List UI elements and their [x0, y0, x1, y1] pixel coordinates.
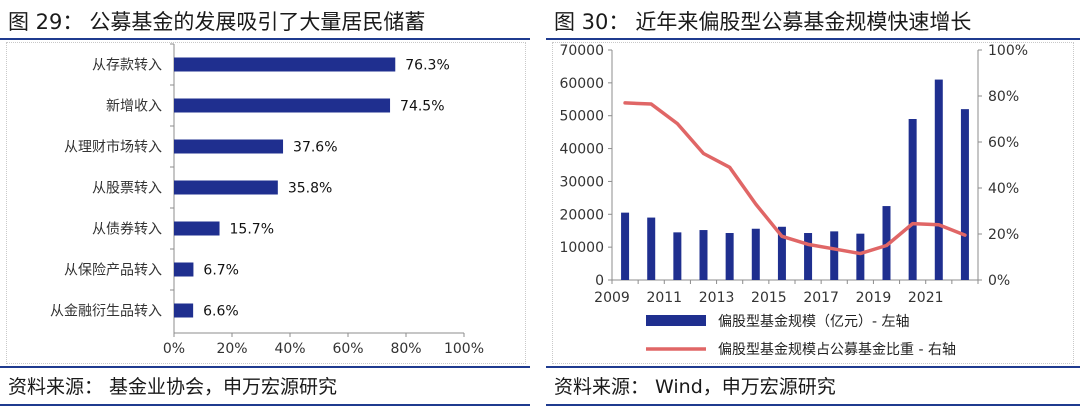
right-x-tick-label: 2021	[908, 290, 944, 306]
right-chart-frame	[552, 42, 1074, 364]
left-source-text: 基金业协会，申万宏源研究	[109, 376, 338, 398]
left-category-label: 从股票转入	[92, 181, 162, 197]
right-x-tick-label: 2017	[803, 290, 839, 306]
left-bar	[174, 139, 284, 154]
left-source: 资料来源： 基金业协会，申万宏源研究	[8, 372, 343, 399]
right-legend-line-label: 偏股型基金规模占公募基金比重 - 右轴	[718, 341, 956, 358]
right-right-y-tick-label: 80%	[988, 89, 1019, 105]
left-source-rule-bottom	[0, 404, 530, 406]
left-category-label: 从存款转入	[92, 58, 162, 74]
right-left-y-tick-label: 0	[595, 273, 604, 289]
right-source-label: 资料来源：	[554, 376, 650, 398]
right-left-y-tick-label: 70000	[559, 43, 604, 59]
right-source-text: Wind，申万宏源研究	[655, 376, 836, 398]
left-source-label: 资料来源：	[8, 376, 104, 398]
left-bar	[174, 57, 396, 72]
right-right-y-tick-label: 0%	[988, 273, 1010, 289]
right-left-y-tick-label: 20000	[559, 207, 604, 223]
right-figure-title: 图 30： 近年来偏股型公募基金规模快速增长	[554, 6, 977, 36]
left-category-label: 新增收入	[106, 99, 162, 115]
left-data-label: 15.7%	[230, 222, 274, 238]
left-x-tick-label: 60%	[332, 341, 363, 357]
right-x-tick-label: 2019	[856, 290, 892, 306]
left-bar	[174, 303, 194, 318]
right-bar	[804, 233, 813, 280]
right-bar	[856, 233, 865, 280]
right-figure-panel: 图 30： 近年来偏股型公募基金规模快速增长 0 10000 20000 30000 40…	[546, 0, 1080, 412]
left-figure-title-text: 公募基金的发展吸引了大量居民储蓄	[89, 10, 426, 34]
left-x-tick-label: 80%	[390, 341, 421, 357]
left-category-label: 从债券转入	[92, 222, 162, 238]
right-left-y-tick-label: 50000	[559, 109, 604, 125]
left-data-label: 74.5%	[400, 99, 444, 115]
right-bar	[725, 233, 734, 280]
right-right-y-tick-label: 40%	[988, 181, 1019, 197]
right-figure-title-text: 近年来偏股型公募基金规模快速增长	[635, 10, 972, 34]
right-title-rule	[546, 38, 1080, 40]
left-chart-frame	[6, 42, 526, 364]
left-figure-number: 图 29：	[8, 10, 84, 34]
right-figure-number: 图 30：	[554, 10, 630, 34]
right-bar	[777, 226, 786, 280]
left-figure-panel: 图 29： 公募基金的发展吸引了大量居民储蓄 从存款转入 76.3% 新增收入 74.5…	[0, 0, 530, 412]
left-bar	[174, 262, 194, 277]
right-bar	[934, 79, 943, 280]
right-left-y-tick-label: 60000	[559, 76, 604, 92]
left-x-tick-label: 40%	[274, 341, 305, 357]
left-data-label: 35.8%	[288, 181, 332, 197]
right-x-tick-label: 2015	[751, 290, 787, 306]
right-legend-bar-label: 偏股型基金规模（亿元）- 左轴	[718, 313, 910, 330]
left-bar	[174, 221, 220, 236]
left-category-label: 从金融衍生品转入	[50, 304, 162, 320]
left-data-label: 76.3%	[405, 58, 449, 74]
right-bar	[960, 109, 969, 281]
left-bar	[174, 180, 278, 195]
left-title-rule	[0, 38, 530, 40]
left-category-label: 从保险产品转入	[64, 263, 162, 279]
right-bar	[699, 230, 708, 280]
left-x-tick-label: 0%	[163, 341, 185, 357]
right-bar	[647, 217, 656, 280]
left-x-tick-label: 100%	[444, 341, 484, 357]
left-figure-title: 图 29： 公募基金的发展吸引了大量居民储蓄	[8, 6, 431, 36]
left-data-label: 6.7%	[203, 263, 239, 279]
right-source: 资料来源： Wind，申万宏源研究	[554, 372, 842, 399]
right-share-line	[623, 101, 967, 256]
right-source-rule-top	[546, 366, 1080, 368]
right-left-y-tick-label: 10000	[559, 240, 604, 256]
left-category-label: 从理财市场转入	[64, 139, 162, 156]
right-source-rule-bottom	[546, 404, 1080, 406]
left-data-label: 37.6%	[293, 140, 337, 156]
left-data-label: 6.6%	[203, 304, 239, 320]
left-x-tick-label: 20%	[216, 341, 247, 357]
left-bar-chart: 从存款转入 76.3% 新增收入 74.5% 从理财市场转入 37.6% 从股票转入 35.8…	[50, 43, 484, 357]
right-x-tick-label: 2009	[594, 290, 630, 306]
left-bar	[174, 98, 391, 113]
right-bar	[673, 232, 682, 280]
right-x-tick-label: 2011	[646, 290, 682, 306]
right-bar	[751, 228, 760, 280]
right-bar	[882, 206, 891, 280]
right-right-y-tick-label: 60%	[988, 135, 1019, 151]
right-legend-bar-swatch	[646, 315, 706, 326]
right-bar	[830, 231, 839, 280]
right-left-y-tick-label: 30000	[559, 174, 604, 190]
left-source-rule-top	[0, 366, 530, 368]
right-right-y-tick-label: 100%	[988, 43, 1028, 59]
right-bar	[621, 212, 630, 280]
right-right-y-tick-label: 20%	[988, 227, 1019, 243]
right-x-tick-label: 2013	[699, 290, 735, 306]
right-left-y-tick-label: 40000	[559, 142, 604, 158]
right-combo-chart: 0 10000 20000 30000 40000 50000 60000 70000 0% 20…	[559, 43, 1028, 358]
right-bar	[908, 119, 917, 280]
